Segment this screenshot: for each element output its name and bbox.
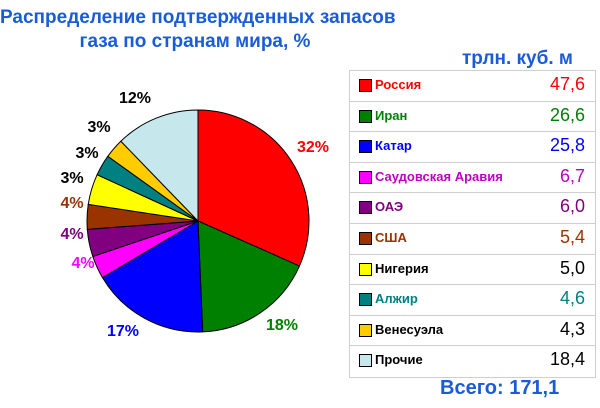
pie-slice (197, 220, 301, 333)
slice-percent-label: 17% (107, 323, 139, 340)
chart-title-line-2: газа по странам мира, % (79, 31, 311, 52)
legend-country-name: Катар (375, 138, 412, 154)
chart-title-line-1: Распределение подтвержденных запасов (0, 7, 396, 28)
legend-country-name: Россия (375, 77, 422, 92)
legend-row: Прочие 18,4 (350, 346, 595, 377)
legend-country-name: Саудовская Аравия (375, 168, 503, 184)
legend-value: 5,4 (559, 227, 585, 247)
legend-row: Россия 47,6 (350, 71, 595, 102)
slice-percent-label: 3% (75, 145, 98, 162)
legend-country-name: США (375, 230, 407, 245)
slice-percent-label: 4% (71, 255, 94, 272)
legend-row: США 5,4 (350, 224, 595, 255)
pie-slice (101, 220, 204, 333)
legend-value: 6,7 (559, 165, 585, 186)
legend-row: ОАЭ 6,0 (350, 193, 595, 224)
pie-slice (120, 109, 199, 223)
legend-swatch (359, 323, 372, 337)
legend-value: 4,3 (559, 318, 585, 339)
legend-table: Россия 47,6 Иран 26,6 Катар 25,8 Саудовская Ар… (349, 70, 596, 378)
legend-value: 6,0 (559, 196, 585, 217)
legend-row: Венесуэла 4,3 (350, 316, 595, 347)
slice-percent-label: 3% (60, 170, 83, 187)
legend-country-name: Прочие (375, 352, 423, 368)
legend-value: 5,0 (559, 257, 585, 278)
slice-percent-label: 12% (119, 90, 151, 107)
legend-row: Иран 26,6 (350, 102, 595, 133)
legend-country-name: Венесуэла (375, 321, 444, 337)
legend-value: 4,6 (559, 288, 585, 309)
legend-row: Саудовская Аравия 6,7 (350, 163, 595, 194)
total-label: Всего: 171,1 (440, 377, 560, 399)
slice-percent-label: 32% (297, 139, 329, 156)
legend-swatch (359, 140, 372, 154)
slice-percent-label: 18% (266, 317, 298, 334)
pie-slice (197, 109, 310, 267)
legend-value: 47,6 (549, 74, 585, 94)
legend-swatch (359, 354, 372, 368)
legend-row: Алжир 4,6 (350, 285, 595, 316)
legend-country-name: Иран (375, 107, 408, 123)
legend-value: 26,6 (549, 104, 585, 125)
legend-country-name: Нигерия (375, 260, 429, 276)
slice-percent-label: 3% (87, 119, 110, 136)
legend-swatch (359, 79, 372, 92)
legend-swatch (359, 201, 372, 215)
legend-country-name: Алжир (375, 291, 418, 307)
legend-value: 18,4 (549, 349, 585, 370)
unit-label: трлн. куб. м (462, 48, 573, 69)
legend-country-name: ОАЭ (375, 199, 404, 215)
legend-row: Катар 25,8 (350, 132, 595, 163)
legend-swatch (359, 262, 372, 276)
legend-swatch (359, 170, 372, 184)
legend-row: Нигерия 5,0 (350, 255, 595, 286)
chart-title: Распределение подтвержденных запасов газ… (0, 6, 396, 54)
legend-swatch (359, 232, 372, 245)
slice-percent-label: 4% (60, 226, 83, 243)
legend-swatch (359, 293, 372, 307)
legend-value: 25,8 (549, 135, 585, 156)
slice-percent-label: 4% (60, 195, 83, 212)
legend-swatch (359, 109, 372, 123)
